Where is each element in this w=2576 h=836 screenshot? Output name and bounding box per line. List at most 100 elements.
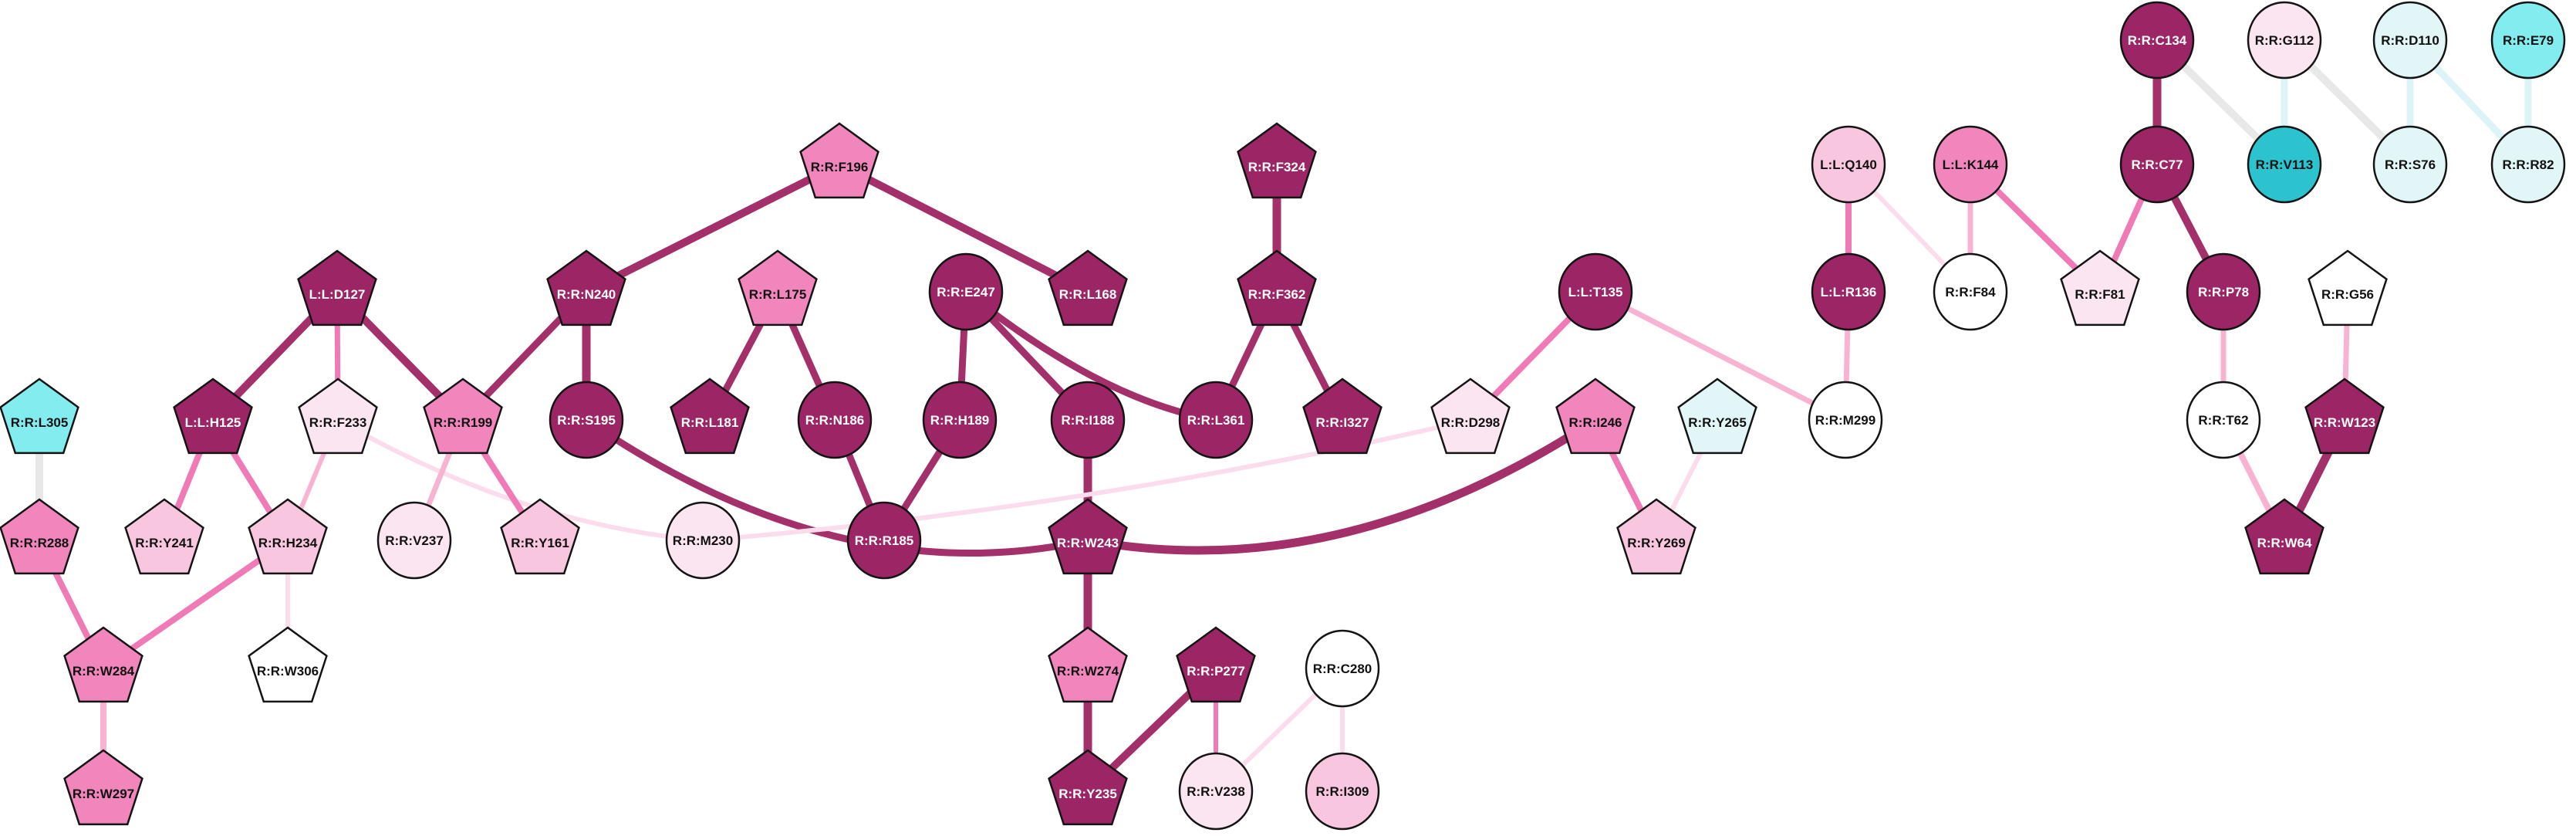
node-r-r-f324[interactable]: R:R:F324	[1237, 122, 1317, 199]
pentagon-node-shape	[1048, 249, 1128, 327]
node-r-r-g56[interactable]: R:R:G56	[2308, 249, 2388, 327]
node-r-r-w64[interactable]: R:R:W64	[2244, 498, 2324, 575]
circle-node-shape	[2186, 252, 2261, 331]
circle-node-shape	[2247, 1, 2322, 80]
node-r-r-h189[interactable]: R:R:H189	[922, 381, 998, 459]
edge-l-l-t135--r-r-m299	[1594, 289, 1847, 423]
node-r-r-p78[interactable]: R:R:P78	[2186, 252, 2261, 331]
node-r-r-l181[interactable]: R:R:L181	[670, 377, 750, 455]
circle-node-shape	[2119, 1, 2195, 80]
node-r-r-v113[interactable]: R:R:V113	[2247, 125, 2322, 204]
node-r-r-i309[interactable]: R:R:I309	[1305, 752, 1380, 831]
node-r-r-y161[interactable]: R:R:Y161	[500, 498, 580, 575]
pentagon-node-shape	[2304, 377, 2385, 455]
node-r-r-c77[interactable]: R:R:C77	[2119, 125, 2195, 204]
pentagon-node-shape	[63, 626, 143, 703]
pentagon-node-shape	[2308, 249, 2388, 327]
node-r-r-m230[interactable]: R:R:M230	[665, 501, 741, 580]
node-r-r-i246[interactable]: R:R:I246	[1555, 377, 1636, 455]
node-r-r-w243[interactable]: R:R:W243	[1048, 498, 1128, 575]
node-l-l-k144[interactable]: L:L:K144	[1933, 125, 2008, 204]
node-r-r-p277[interactable]: R:R:P277	[1176, 626, 1256, 703]
edge-r-r-f196--r-r-l168	[837, 161, 1090, 296]
circle-node-shape	[797, 381, 873, 459]
node-r-r-i188[interactable]: R:R:I188	[1050, 381, 1126, 459]
circle-node-shape	[1558, 252, 1633, 331]
circle-node-shape	[2490, 125, 2566, 204]
node-r-r-f196[interactable]: R:R:F196	[799, 122, 879, 199]
node-r-r-g112[interactable]: R:R:G112	[2247, 1, 2322, 80]
pentagon-node-shape	[738, 249, 818, 327]
pentagon-node-shape	[1237, 122, 1317, 199]
node-r-r-n240[interactable]: R:R:N240	[546, 249, 626, 327]
node-r-r-s76[interactable]: R:R:S76	[2372, 125, 2448, 204]
node-r-r-v238[interactable]: R:R:V238	[1178, 752, 1254, 831]
node-r-r-l305[interactable]: R:R:L305	[0, 377, 79, 455]
pentagon-node-shape	[2060, 249, 2140, 327]
node-r-r-f233[interactable]: R:R:F233	[298, 377, 378, 455]
pentagon-node-shape	[124, 498, 204, 575]
node-r-r-h234[interactable]: R:R:H234	[248, 498, 328, 575]
pentagon-node-shape	[2244, 498, 2324, 575]
node-r-r-n186[interactable]: R:R:N186	[797, 381, 873, 459]
node-r-r-w284[interactable]: R:R:W284	[63, 626, 143, 703]
node-r-r-i327[interactable]: R:R:I327	[1302, 377, 1383, 455]
node-r-r-w306[interactable]: R:R:W306	[248, 626, 328, 703]
circle-node-shape	[2490, 1, 2566, 80]
node-l-l-q140[interactable]: L:L:Q140	[1811, 125, 1886, 204]
circle-node-shape	[376, 501, 452, 580]
node-l-l-t135[interactable]: L:L:T135	[1558, 252, 1633, 331]
pentagon-node-shape	[1430, 377, 1511, 455]
node-r-r-d110[interactable]: R:R:D110	[2372, 1, 2448, 80]
pentagon-node-shape	[248, 626, 328, 703]
circle-node-shape	[2247, 125, 2322, 204]
pentagon-node-shape	[670, 377, 750, 455]
circle-node-shape	[1811, 252, 1886, 331]
node-r-r-t62[interactable]: R:R:T62	[2186, 381, 2261, 459]
node-r-r-y269[interactable]: R:R:Y269	[1616, 498, 1697, 575]
node-r-r-e247[interactable]: R:R:E247	[928, 252, 1004, 331]
circle-node-shape	[2372, 1, 2448, 80]
node-r-r-e79[interactable]: R:R:E79	[2490, 1, 2566, 80]
node-r-r-m299[interactable]: R:R:M299	[1808, 381, 1883, 459]
circle-node-shape	[665, 501, 741, 580]
node-r-r-r82[interactable]: R:R:R82	[2490, 125, 2566, 204]
pentagon-node-shape	[423, 377, 503, 455]
pentagon-node-shape	[1302, 377, 1383, 455]
node-r-r-s195[interactable]: R:R:S195	[549, 381, 624, 459]
node-r-r-v237[interactable]: R:R:V237	[376, 501, 452, 580]
node-r-r-y241[interactable]: R:R:Y241	[124, 498, 204, 575]
circle-node-shape	[1305, 752, 1380, 831]
node-r-r-l175[interactable]: R:R:L175	[738, 249, 818, 327]
node-r-r-l361[interactable]: R:R:L361	[1178, 381, 1254, 459]
node-r-r-f84[interactable]: R:R:F84	[1933, 252, 2008, 331]
pentagon-node-shape	[1048, 749, 1128, 826]
pentagon-node-shape	[298, 377, 378, 455]
circle-node-shape	[549, 381, 624, 459]
circle-node-shape	[1933, 252, 2008, 331]
pentagon-node-shape	[63, 749, 143, 826]
edge-r-r-s195--r-r-w243	[584, 417, 1089, 557]
node-r-r-y265[interactable]: R:R:Y265	[1677, 377, 1757, 455]
node-r-r-r185[interactable]: R:R:R185	[846, 501, 922, 580]
node-r-r-c134[interactable]: R:R:C134	[2119, 1, 2195, 80]
node-r-r-c280[interactable]: R:R:C280	[1305, 629, 1380, 708]
node-r-r-w274[interactable]: R:R:W274	[1048, 626, 1128, 703]
circle-node-shape	[1808, 381, 1883, 459]
circle-node-shape	[846, 501, 922, 580]
pentagon-node-shape	[173, 377, 253, 455]
node-r-r-w297[interactable]: R:R:W297	[63, 749, 143, 826]
node-r-r-l168[interactable]: R:R:L168	[1048, 249, 1128, 327]
node-r-r-w123[interactable]: R:R:W123	[2304, 377, 2385, 455]
node-l-l-d127[interactable]: L:L:D127	[297, 249, 377, 327]
node-r-r-f362[interactable]: R:R:F362	[1237, 249, 1317, 327]
pentagon-node-shape	[248, 498, 328, 575]
circle-node-shape	[2372, 125, 2448, 204]
node-l-l-r136[interactable]: L:L:R136	[1811, 252, 1886, 331]
edge-r-r-f233--r-r-m230	[336, 418, 704, 543]
node-r-r-r288[interactable]: R:R:R288	[0, 498, 79, 575]
pentagon-node-shape	[1048, 626, 1128, 703]
pentagon-node-shape	[500, 498, 580, 575]
